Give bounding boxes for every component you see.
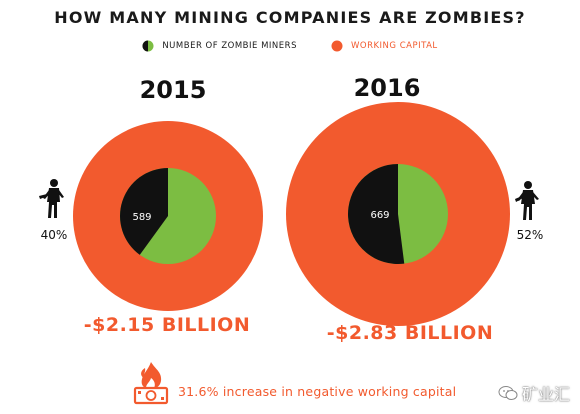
chart-2015: 589 (73, 121, 263, 311)
year-label-2015: 2015 (139, 76, 207, 104)
zombie-miner-icon (39, 179, 64, 218)
legend-capital-label: WORKING CAPITAL (350, 41, 438, 51)
zombie-slice-2015 (119, 168, 168, 255)
zombie-legend-swatch-icon (142, 40, 154, 52)
chart-title: HOW MANY MINING COMPANIES ARE ZOMBIES? (54, 8, 526, 27)
working-capital-2015: -$2.15 BILLION (83, 314, 251, 336)
zombie-count-2015: 589 (132, 212, 151, 223)
zombie-percent-2015: 40% (40, 228, 68, 242)
legend-zombie-label: NUMBER OF ZOMBIE MINERS (162, 41, 297, 51)
capital-legend-swatch-icon (331, 40, 343, 52)
zombie-miner-icon (515, 181, 539, 220)
zombie-percent-2016: 52% (516, 228, 544, 242)
footer: 31.6% increase in negative working capit… (0, 360, 580, 410)
year-label-2016: 2016 (353, 74, 421, 102)
legend-item-capital: WORKING CAPITAL (331, 40, 438, 52)
chart-2016: 669 (286, 102, 510, 326)
watermark: 矿业汇 (498, 381, 570, 405)
wechat-icon (498, 386, 518, 400)
zombie-count-2016: 669 (370, 210, 389, 221)
watermark-text: 矿业汇 (521, 385, 570, 404)
zombie-slice-2016 (348, 164, 405, 264)
working-capital-2016: -$2.83 BILLION (326, 322, 494, 344)
burning-money-icon (133, 362, 169, 405)
legend-item-zombie: NUMBER OF ZOMBIE MINERS (142, 40, 297, 52)
legend: NUMBER OF ZOMBIE MINERS WORKING CAPITAL (0, 40, 580, 52)
footer-note: 31.6% increase in negative working capit… (178, 384, 457, 399)
